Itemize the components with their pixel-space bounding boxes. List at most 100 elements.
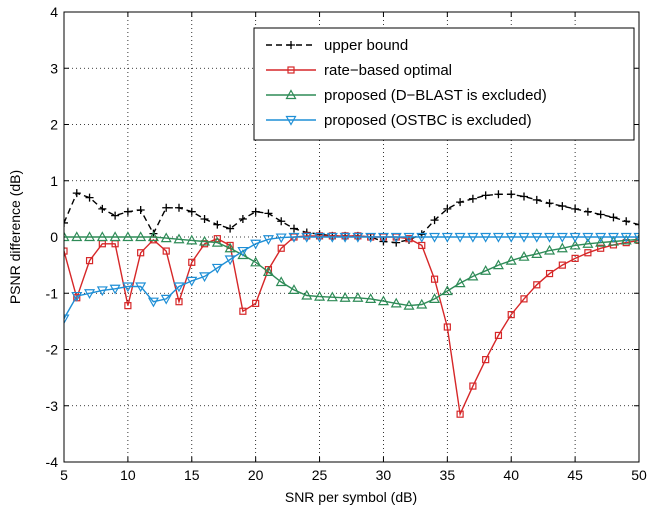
x-tick-label: 25 <box>312 467 328 483</box>
data-point <box>123 207 132 216</box>
data-point <box>175 298 183 306</box>
data-point <box>239 307 247 315</box>
data-point <box>213 220 222 229</box>
data-point <box>454 277 466 288</box>
data-point <box>301 232 313 243</box>
data-point <box>467 232 479 243</box>
x-axis-label: SNR per symbol (dB) <box>285 489 417 505</box>
data-point <box>507 190 516 199</box>
data-point <box>456 410 464 418</box>
data-point <box>213 235 221 243</box>
y-tick-label: -3 <box>46 398 59 414</box>
axis-ticks: 5 10 15 20 25 30 35 40 45 50 -4 -3 -2 -1 0 1 2 3 4 <box>46 4 647 483</box>
data-point <box>556 232 568 243</box>
data-point <box>595 236 607 247</box>
series-line <box>64 236 639 319</box>
legend-box <box>253 27 635 141</box>
data-point <box>505 254 517 265</box>
data-point <box>416 232 428 243</box>
data-point <box>173 233 185 244</box>
series-layer <box>64 189 639 418</box>
data-point <box>250 256 262 267</box>
data-point <box>556 242 568 253</box>
data-point <box>199 272 211 283</box>
data-point <box>84 231 96 242</box>
data-point <box>277 244 285 252</box>
legend-label: proposed (OSTBC is excluded) <box>324 112 532 129</box>
data-point <box>339 292 351 302</box>
data-point <box>607 235 619 246</box>
data-point <box>595 232 607 243</box>
x-tick-label: 15 <box>184 467 200 483</box>
data-point <box>85 257 94 265</box>
data-point <box>237 246 249 257</box>
data-point <box>96 286 108 297</box>
data-point <box>326 232 338 243</box>
data-point <box>64 231 70 242</box>
data-point <box>558 202 567 211</box>
legend-label: proposed (D−BLAST is excluded) <box>324 87 547 104</box>
series-proposed-ostbc-excluded <box>64 232 639 325</box>
legend-label: rate−based optimal <box>324 62 452 79</box>
legend-label: upper bound <box>324 37 408 54</box>
data-point <box>277 217 286 226</box>
legend-item-proposed-ostbc-excluded: proposed (OSTBC is excluded) <box>266 112 532 129</box>
data-point <box>531 248 543 258</box>
data-point <box>441 285 453 296</box>
data-point <box>64 314 70 325</box>
data-point <box>173 282 185 293</box>
series-line <box>64 235 639 417</box>
data-point <box>609 213 618 222</box>
data-point <box>429 293 441 303</box>
data-point <box>162 247 170 255</box>
data-point <box>597 244 605 252</box>
data-point <box>545 269 554 278</box>
data-point <box>71 291 83 302</box>
data-point <box>147 297 159 308</box>
data-point <box>454 232 466 243</box>
data-point <box>224 242 236 253</box>
data-point <box>64 247 68 255</box>
data-point <box>468 194 477 203</box>
data-point <box>467 270 479 281</box>
data-point <box>622 217 631 226</box>
data-point <box>520 295 528 303</box>
legend-marker <box>287 41 295 49</box>
data-point <box>569 239 581 250</box>
data-point <box>545 199 554 208</box>
data-point <box>72 189 81 198</box>
data-point <box>122 282 134 293</box>
data-point <box>531 232 543 243</box>
data-point <box>481 191 490 200</box>
data-point <box>314 232 326 243</box>
data-point <box>507 311 515 319</box>
data-point <box>122 231 134 242</box>
data-point <box>186 234 198 245</box>
data-point <box>124 302 132 310</box>
data-point <box>224 255 236 266</box>
data-point <box>492 232 504 243</box>
data-point <box>199 235 211 246</box>
data-point <box>301 289 313 300</box>
x-tick-label: 30 <box>376 467 392 483</box>
y-tick-label: 2 <box>50 117 58 133</box>
data-point <box>544 244 556 255</box>
data-point <box>160 294 172 305</box>
legend: upper bound rate−based optimal proposed (D… <box>253 27 635 141</box>
x-tick-label: 5 <box>60 467 68 483</box>
data-point <box>494 190 503 199</box>
data-point <box>416 298 428 309</box>
series-line <box>64 236 639 307</box>
data-point <box>377 232 389 243</box>
data-point <box>441 232 453 243</box>
x-tick-label: 20 <box>248 467 264 483</box>
y-tick-label: -1 <box>46 285 59 301</box>
legend-marker <box>285 115 297 126</box>
data-point <box>275 276 287 287</box>
data-point <box>211 236 223 247</box>
data-point <box>533 281 541 289</box>
series-line <box>64 192 639 244</box>
data-point <box>252 299 260 307</box>
data-point <box>520 192 528 201</box>
